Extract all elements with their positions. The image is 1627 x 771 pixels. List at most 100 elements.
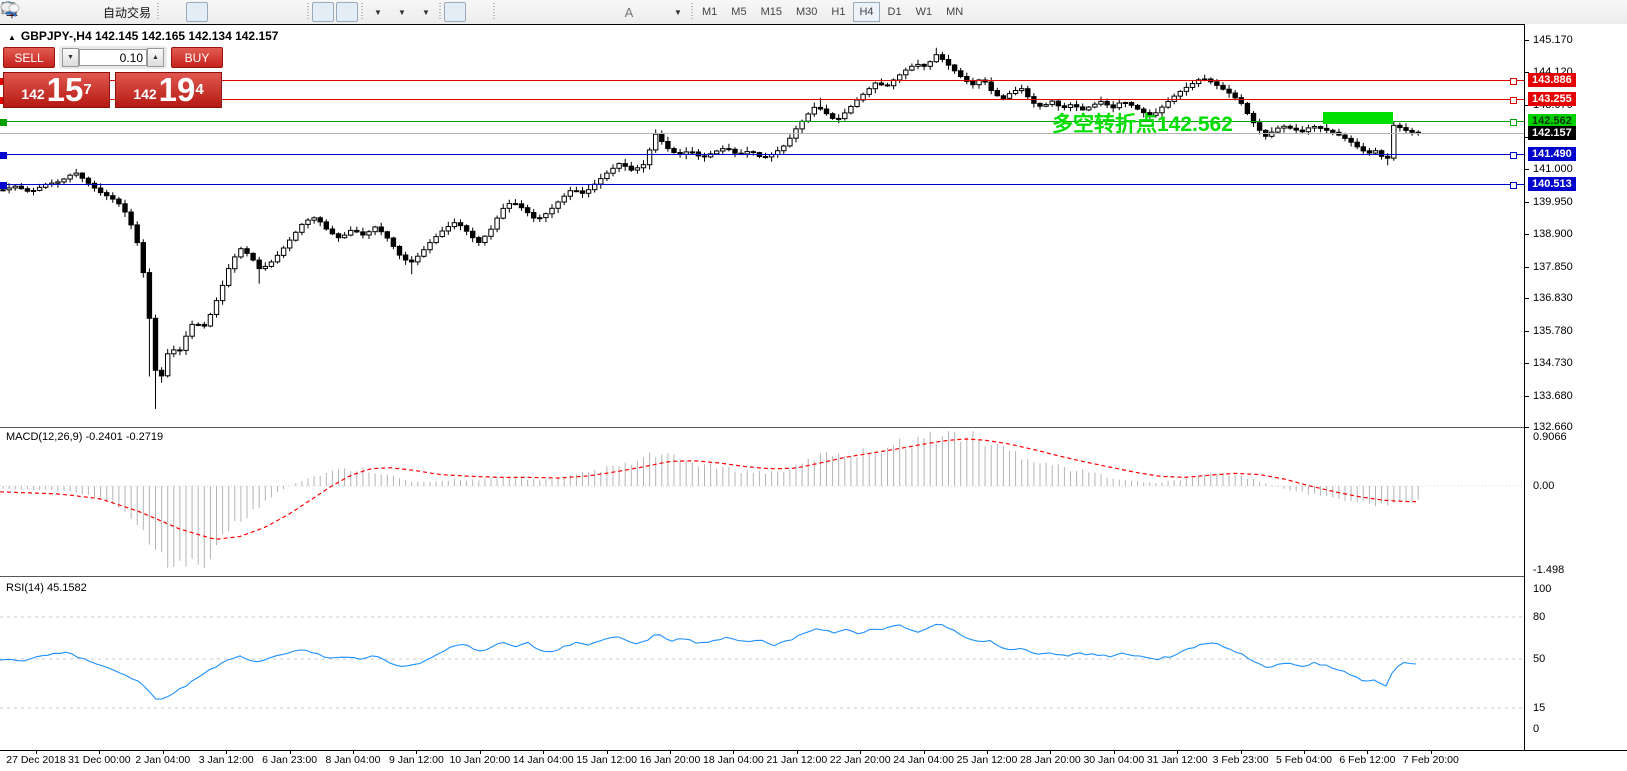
- navigator-icon[interactable]: [1, 1, 95, 22]
- axis-tick: [860, 751, 861, 754]
- line-handle[interactable]: [0, 152, 7, 159]
- collapse-panel-icon[interactable]: ▲: [8, 33, 16, 42]
- horizontal-line-object[interactable]: [0, 80, 1524, 81]
- time-tick-label: 24 Jan 04:00: [893, 754, 954, 766]
- timeframe-m1[interactable]: M1: [702, 6, 718, 18]
- line-handle[interactable]: [1510, 97, 1517, 104]
- axis-tick: [1050, 751, 1051, 754]
- chevron-down-icon: ▼: [374, 7, 382, 17]
- macd-chart[interactable]: [0, 430, 1524, 576]
- line-handle[interactable]: [1510, 182, 1517, 189]
- buy-button[interactable]: BUY: [171, 47, 223, 68]
- autotrading-button[interactable]: 自动交易: [1, 1, 154, 22]
- trendline-icon[interactable]: [2, 2, 568, 22]
- candlestick-chart[interactable]: [0, 25, 1524, 427]
- axis-tick: [36, 751, 37, 754]
- price-badge: 141.490: [1528, 147, 1576, 161]
- timeframe-w1[interactable]: W1: [915, 6, 933, 18]
- line-chart-icon[interactable]: [1, 2, 232, 22]
- search-icon[interactable]: [2, 2, 1599, 22]
- zoom-in-icon[interactable]: [2, 2, 256, 22]
- horizontal-line-object[interactable]: [0, 184, 1524, 185]
- line-handle[interactable]: [0, 182, 7, 189]
- axis-tick: [416, 751, 417, 754]
- axis-tick: [1525, 298, 1529, 299]
- timeframe-h4[interactable]: H4: [853, 2, 880, 22]
- time-tick-label: 21 Jan 12:00: [766, 754, 828, 766]
- axis-tick: [797, 751, 798, 754]
- data-window-icon[interactable]: [2, 2, 71, 22]
- new-chart-button[interactable]: ▼: [1, 2, 388, 22]
- text-label-icon[interactable]: T: [1, 2, 664, 22]
- highlight-rectangle-object[interactable]: [1323, 112, 1393, 124]
- bid-price-line[interactable]: [0, 133, 1524, 134]
- time-axis[interactable]: 27 Dec 2018 31 Dec 00:00 2 Jan 04:00 3 Jan …: [0, 750, 1627, 771]
- fibonacci-icon[interactable]: F: [2, 2, 616, 22]
- separator: [361, 3, 364, 21]
- axis-tick: [1525, 427, 1529, 428]
- macd-panel[interactable]: [0, 430, 1524, 576]
- tile-windows-icon[interactable]: [2, 2, 304, 22]
- price-chart-panel[interactable]: [0, 25, 1524, 427]
- volume-input[interactable]: [79, 49, 147, 66]
- axis-tick: [1525, 137, 1529, 138]
- zoom-out-icon[interactable]: [2, 2, 280, 22]
- timeframe-mn[interactable]: MN: [946, 6, 964, 18]
- macd-label: MACD(12,26,9) -0.2401 -0.2719: [6, 431, 164, 443]
- market-watch-icon[interactable]: [1, 2, 47, 22]
- candlestick-chart-icon[interactable]: [1, 2, 209, 22]
- arrows-button[interactable]: ▼: [4, 2, 688, 22]
- time-tick-label: 2 Jan 04:00: [135, 754, 191, 766]
- chart-shift-icon[interactable]: [2, 2, 335, 22]
- buy-price-display[interactable]: 142 19 4: [115, 72, 222, 108]
- line-handle[interactable]: [1510, 78, 1517, 85]
- axis-tick: [1114, 751, 1115, 754]
- timeframe-m15[interactable]: M15: [760, 6, 782, 18]
- price-badge: 143.886: [1528, 73, 1576, 87]
- rsi-chart[interactable]: [0, 579, 1524, 750]
- timeframe-m5[interactable]: M5: [731, 6, 747, 18]
- separator: [157, 3, 160, 21]
- axis-tick: [1367, 751, 1368, 754]
- crosshair-icon[interactable]: [2, 2, 490, 22]
- horizontal-line-object[interactable]: [0, 99, 1524, 100]
- timeframe-h1[interactable]: H1: [831, 6, 846, 18]
- volume-decrease-button[interactable]: ▼: [62, 48, 79, 67]
- chat-icon[interactable]: [0, 2, 1623, 22]
- price-tick-label: 133.680: [1533, 390, 1573, 402]
- axis-tick: [290, 751, 291, 754]
- text-icon[interactable]: A: [624, 4, 634, 20]
- horizontal-line-object[interactable]: [0, 154, 1524, 155]
- price-tick-label: 139.950: [1533, 196, 1573, 208]
- sell-price-display[interactable]: 142 15 7: [3, 72, 110, 108]
- rsi-tick-label: 50: [1533, 653, 1546, 665]
- line-handle[interactable]: [0, 119, 7, 126]
- cursor-icon[interactable]: [5, 2, 467, 22]
- axis-tick: [733, 751, 734, 754]
- rsi-panel[interactable]: [0, 579, 1524, 750]
- line-handle[interactable]: [1510, 119, 1517, 126]
- horizontal-line-object[interactable]: [0, 121, 1524, 122]
- timeframe-m30[interactable]: M30: [795, 6, 818, 18]
- volume-stepper: ▼ ▲: [59, 46, 167, 69]
- chart-autoscroll-icon[interactable]: [2, 2, 359, 22]
- bar-chart-icon[interactable]: [2, 2, 184, 22]
- volume-increase-button[interactable]: ▲: [147, 48, 164, 67]
- axis-tick: [1525, 234, 1529, 235]
- axis-tick: [670, 751, 671, 754]
- price-tick-label: 132.660: [1533, 421, 1573, 433]
- sell-button[interactable]: SELL: [3, 47, 55, 68]
- pivot-annotation-text[interactable]: 多空转折点142.562: [1052, 113, 1233, 136]
- price-axis[interactable]: 145.170144.120143.070142.020141.000139.9…: [1524, 24, 1627, 750]
- line-handle[interactable]: [1510, 152, 1517, 159]
- time-tick-label: 16 Jan 20:00: [639, 754, 701, 766]
- price-tick-label: 136.830: [1533, 292, 1573, 304]
- template-button[interactable]: ▼: [1, 2, 436, 22]
- timeframe-d1[interactable]: D1: [887, 6, 902, 18]
- channel-icon[interactable]: E: [1, 2, 592, 22]
- period-button[interactable]: ▼: [1, 1, 412, 22]
- macd-tick-label: -1.498: [1533, 564, 1565, 576]
- vertical-line-icon[interactable]: [6, 2, 520, 22]
- price-tick-label: 138.900: [1533, 228, 1573, 240]
- horizontal-line-icon[interactable]: [2, 2, 544, 22]
